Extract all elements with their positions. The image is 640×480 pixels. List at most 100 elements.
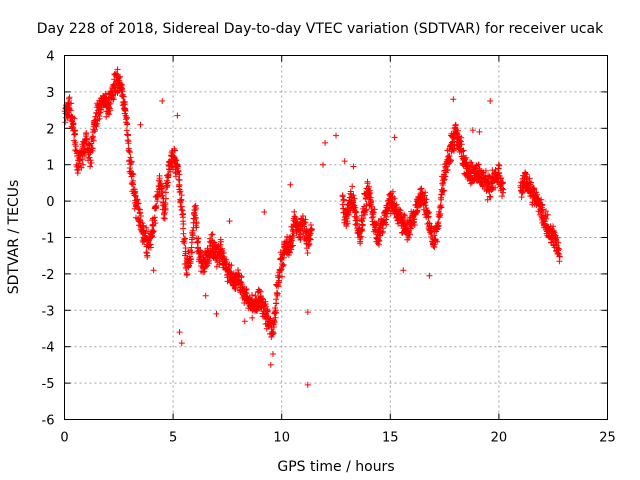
data-point bbox=[302, 219, 309, 226]
data-point bbox=[406, 229, 413, 236]
data-point bbox=[270, 330, 277, 337]
data-point bbox=[358, 226, 365, 233]
data-point bbox=[176, 329, 183, 336]
data-point bbox=[486, 193, 493, 200]
data-point bbox=[275, 281, 282, 288]
data-point bbox=[181, 240, 188, 247]
data-point bbox=[440, 180, 447, 186]
data-point bbox=[191, 209, 198, 216]
data-point bbox=[500, 180, 506, 187]
data-point bbox=[333, 132, 339, 139]
data-point bbox=[320, 161, 326, 168]
data-point bbox=[143, 224, 150, 231]
data-point bbox=[62, 119, 69, 126]
data-point bbox=[96, 115, 103, 122]
data-point bbox=[103, 113, 110, 120]
data-point bbox=[144, 252, 151, 259]
data-point bbox=[435, 223, 442, 230]
data-point bbox=[496, 169, 502, 176]
data-point bbox=[538, 196, 545, 203]
data-point bbox=[86, 154, 93, 161]
data-point bbox=[278, 273, 285, 280]
data-point bbox=[550, 223, 557, 230]
data-point bbox=[350, 192, 357, 199]
data-point bbox=[458, 141, 465, 148]
data-point bbox=[401, 212, 408, 219]
data-point bbox=[72, 139, 79, 146]
data-point bbox=[220, 253, 227, 260]
data-point bbox=[134, 196, 141, 203]
data-point bbox=[482, 167, 489, 174]
data-point bbox=[543, 208, 549, 215]
data-point bbox=[105, 110, 112, 117]
data-point bbox=[243, 290, 250, 297]
data-point bbox=[125, 138, 132, 145]
data-point bbox=[524, 174, 530, 181]
data-point bbox=[411, 216, 418, 223]
data-point bbox=[123, 114, 130, 121]
data-point bbox=[460, 147, 467, 154]
x-tick-labels: 0 5 10 15 20 25 bbox=[60, 431, 615, 446]
data-point bbox=[371, 206, 378, 213]
data-point bbox=[129, 181, 136, 188]
data-point bbox=[495, 161, 502, 168]
data-point bbox=[71, 137, 78, 144]
data-point bbox=[349, 183, 356, 190]
data-point bbox=[422, 199, 429, 206]
data-point bbox=[361, 211, 368, 218]
data-point bbox=[288, 235, 295, 242]
data-point bbox=[447, 157, 454, 164]
data-point bbox=[86, 141, 93, 148]
data-point bbox=[539, 202, 546, 209]
data-point bbox=[91, 128, 98, 135]
data-point bbox=[370, 209, 377, 216]
data-point bbox=[178, 196, 185, 203]
data-points bbox=[61, 66, 563, 388]
axis-ticks bbox=[64, 55, 608, 420]
data-point bbox=[438, 204, 445, 211]
data-point bbox=[188, 239, 195, 246]
data-point bbox=[109, 91, 116, 98]
data-point bbox=[287, 181, 294, 188]
data-point bbox=[273, 300, 280, 307]
data-point bbox=[83, 130, 90, 136]
data-point bbox=[351, 195, 358, 202]
data-point bbox=[89, 134, 96, 141]
data-point bbox=[132, 193, 139, 200]
data-point bbox=[484, 196, 491, 203]
data-point bbox=[475, 161, 482, 168]
y-tick-label: 0 bbox=[46, 195, 54, 210]
data-point bbox=[307, 236, 314, 243]
data-point bbox=[339, 193, 346, 200]
x-tick-label: 5 bbox=[169, 431, 177, 446]
data-point bbox=[426, 272, 433, 279]
data-point bbox=[555, 245, 562, 252]
data-point bbox=[174, 112, 181, 119]
x-tick-label: 10 bbox=[273, 431, 290, 446]
data-point bbox=[140, 223, 147, 230]
data-point bbox=[208, 231, 215, 238]
data-point bbox=[304, 250, 311, 256]
data-point bbox=[103, 91, 110, 98]
data-point bbox=[110, 96, 117, 103]
y-tick-label: -1 bbox=[42, 232, 55, 247]
data-point bbox=[162, 189, 169, 196]
data-point bbox=[322, 139, 329, 146]
data-point bbox=[368, 214, 375, 221]
data-point bbox=[555, 239, 562, 246]
data-point bbox=[308, 226, 315, 233]
data-point bbox=[148, 233, 155, 240]
data-point bbox=[189, 232, 196, 239]
data-point bbox=[441, 187, 448, 194]
data-point bbox=[191, 203, 198, 210]
y-tick-label: 3 bbox=[46, 86, 54, 101]
data-point bbox=[206, 257, 212, 264]
data-point bbox=[68, 100, 75, 107]
data-point bbox=[152, 220, 159, 227]
data-point bbox=[496, 162, 503, 169]
data-point bbox=[150, 228, 157, 234]
data-point bbox=[286, 249, 293, 256]
data-point bbox=[114, 66, 121, 73]
data-point bbox=[195, 235, 202, 242]
data-point bbox=[467, 180, 474, 187]
